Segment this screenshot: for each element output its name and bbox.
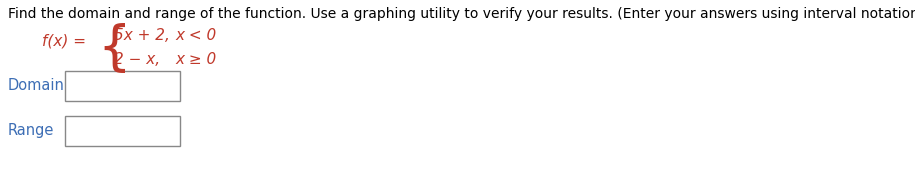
Text: 2 − x,: 2 − x, <box>114 53 160 67</box>
Text: {: { <box>97 23 131 75</box>
Bar <box>65 71 180 101</box>
Bar <box>65 116 180 146</box>
Text: Range: Range <box>8 123 54 139</box>
Text: Find the domain and range of the function. Use a graphing utility to verify your: Find the domain and range of the functio… <box>8 7 915 21</box>
Text: 5x + 2,: 5x + 2, <box>114 29 170 43</box>
Text: x ≥ 0: x ≥ 0 <box>175 53 216 67</box>
Text: x < 0: x < 0 <box>175 29 216 43</box>
Text: Domain: Domain <box>8 78 65 94</box>
Text: f(x) =: f(x) = <box>42 33 86 49</box>
